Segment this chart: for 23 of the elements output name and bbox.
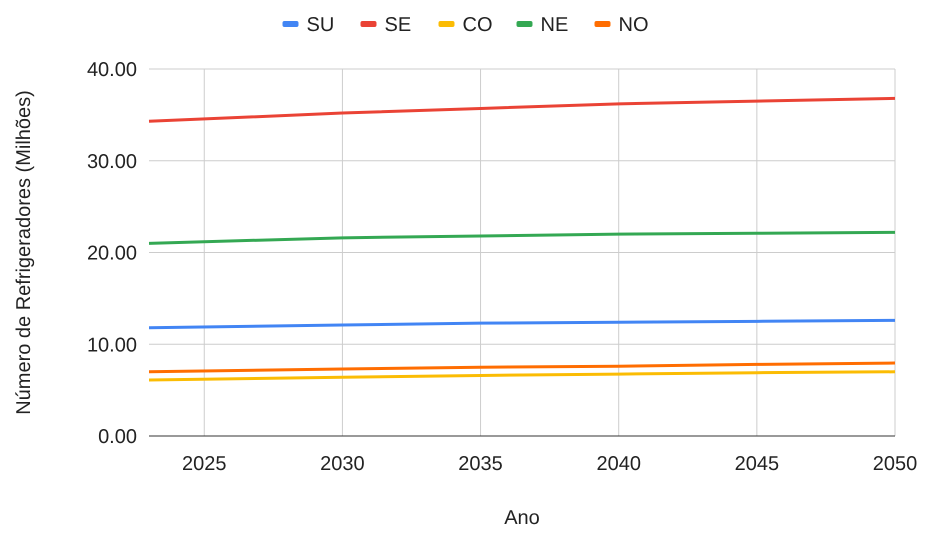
y-tick-label: 40.00 [86,59,137,81]
line-series [148,370,896,382]
legend-label: SE [384,14,412,36]
y-axis-title: Número de Refrigeradores (Milhões) [13,90,35,415]
legend-label: NO [618,14,648,36]
x-tick-label: 2050 [872,453,918,475]
legend-label: SU [306,14,334,36]
y-tick-label: 30.00 [86,150,137,173]
x-tick-label: 2045 [734,453,780,475]
y-tick-label: 20.00 [86,242,137,264]
legend-label: CO [462,14,492,36]
y-tick-label: 0.00 [98,426,137,448]
y-tick-label: 10.00 [86,334,137,356]
legend-label: NE [540,14,568,36]
line-series [148,362,896,374]
line-series [148,230,896,245]
x-tick-label: 2035 [458,453,503,475]
x-axis-title: Ano [504,507,540,529]
x-tick-label: 2040 [596,453,641,475]
line-series [148,96,896,123]
x-tick-label: 2025 [182,453,227,475]
line-series [148,318,896,330]
x-tick-label: 2030 [320,453,365,475]
